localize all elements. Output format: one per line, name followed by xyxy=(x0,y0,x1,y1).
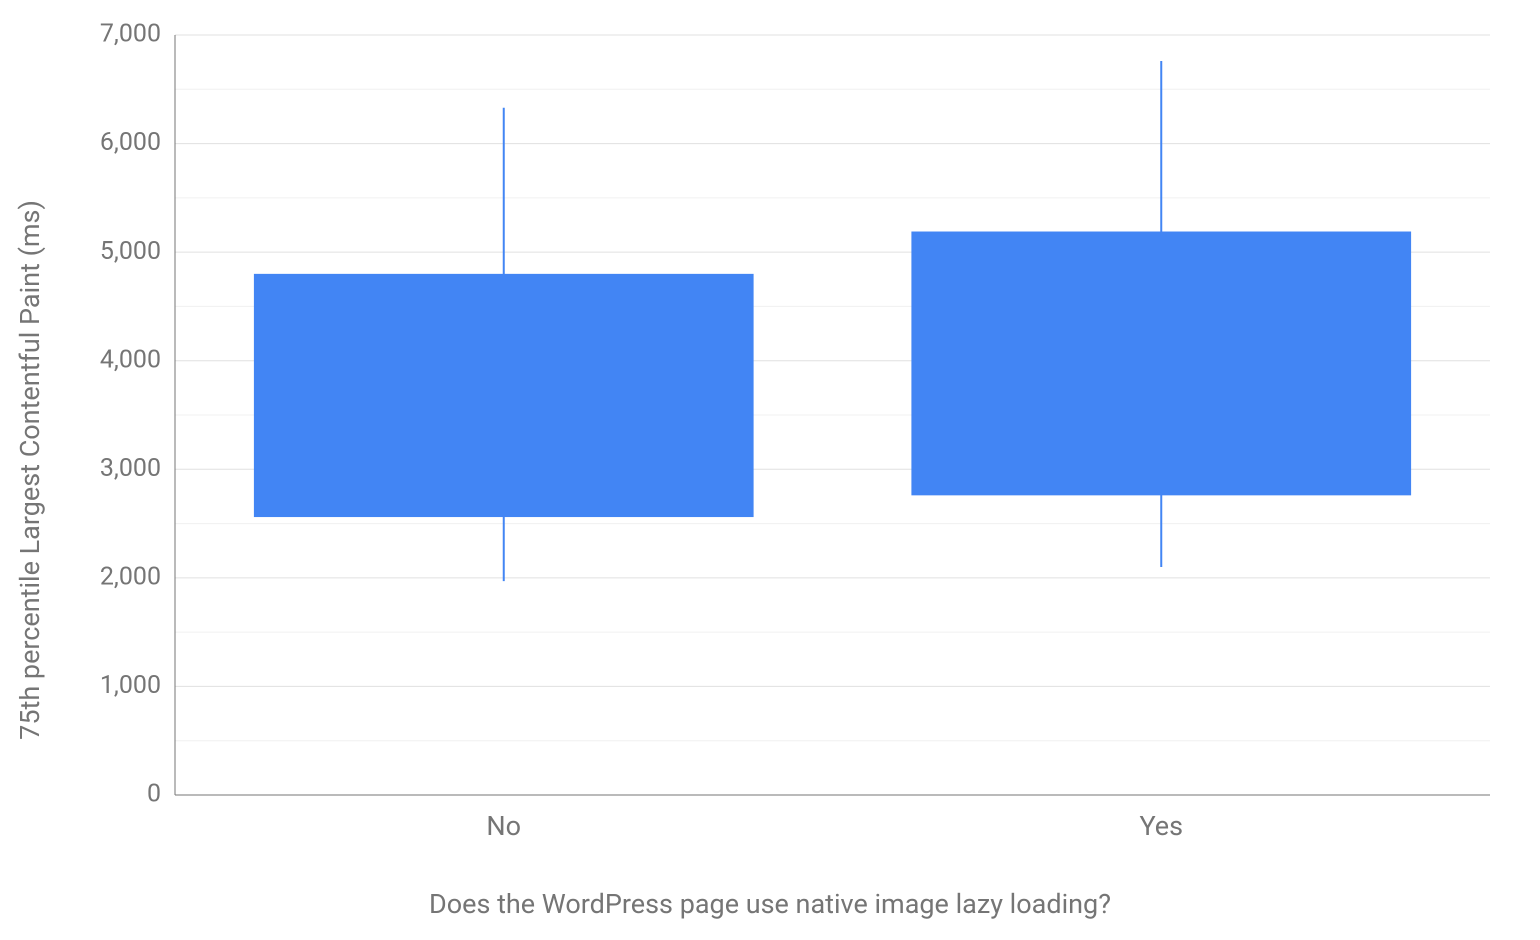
y-tick-label: 4,000 xyxy=(100,345,161,374)
box-series xyxy=(254,61,1411,581)
y-tick-labels: 0 1,000 2,000 3,000 4,000 5,000 6,000 7,000 xyxy=(100,20,161,809)
y-axis-title: 75th percentile Largest Contentful Paint… xyxy=(14,170,46,770)
y-tick-label: 6,000 xyxy=(100,128,161,157)
x-axis-title: Does the WordPress page use native image… xyxy=(0,888,1540,920)
y-tick-label: 3,000 xyxy=(100,454,161,483)
y-tick-label: 5,000 xyxy=(100,237,161,266)
y-tick-label: 0 xyxy=(147,780,161,809)
boxplot-chart: 75th percentile Largest Contentful Paint… xyxy=(0,0,1540,940)
plot-svg: 01,0002,0003,0004,0005,0006,0007,000NoYe… xyxy=(175,35,1490,795)
x-tick-label: Yes xyxy=(1139,810,1183,842)
y-tick-label: 1,000 xyxy=(100,671,161,700)
box xyxy=(254,274,754,517)
box xyxy=(911,232,1411,496)
plot-area: 01,0002,0003,0004,0005,0006,0007,000NoYe… xyxy=(175,35,1490,795)
x-tick-labels: No Yes xyxy=(486,810,1183,842)
x-tick-label: No xyxy=(486,810,521,842)
y-tick-label: 2,000 xyxy=(100,562,161,591)
y-tick-label: 7,000 xyxy=(100,20,161,49)
